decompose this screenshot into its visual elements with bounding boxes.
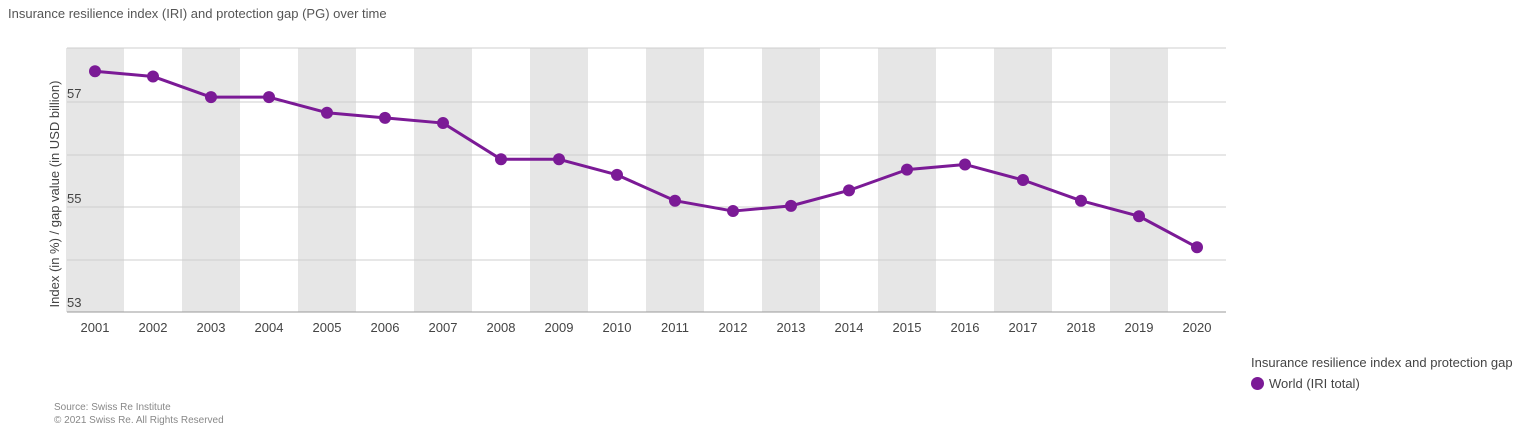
data-point[interactable] — [263, 91, 275, 104]
x-tick-label: 2007 — [429, 320, 458, 335]
data-point[interactable] — [205, 91, 217, 104]
data-point[interactable] — [553, 153, 565, 166]
x-tick-label: 2018 — [1067, 320, 1096, 335]
data-point[interactable] — [495, 153, 507, 166]
alternating-year-bands — [66, 48, 1168, 312]
x-tick-label: 2012 — [719, 320, 748, 335]
data-point[interactable] — [785, 199, 797, 212]
x-tick-label: 2015 — [893, 320, 922, 335]
data-point[interactable] — [843, 184, 855, 197]
x-tick-label: 2017 — [1009, 320, 1038, 335]
year-band — [530, 48, 588, 312]
legend-swatch-icon — [1251, 377, 1264, 390]
x-tick-label: 2004 — [255, 320, 284, 335]
chart-title: Insurance resilience index (IRI) and pro… — [8, 6, 387, 21]
year-band — [298, 48, 356, 312]
legend-item-label: World (IRI total) — [1269, 376, 1360, 391]
x-tick-label: 2011 — [661, 320, 689, 335]
data-point[interactable] — [1191, 241, 1203, 254]
source-line: Source: Swiss Re Institute — [54, 402, 171, 413]
x-tick-label: 2001 — [81, 320, 110, 335]
year-band — [414, 48, 472, 312]
x-tick-label: 2013 — [777, 320, 806, 335]
x-tick-label: 2014 — [835, 320, 864, 335]
y-axis-tick-labels: 53 55 57 — [67, 86, 81, 310]
year-band — [878, 48, 936, 312]
y-tick-label: 53 — [67, 295, 81, 310]
data-point[interactable] — [1133, 210, 1145, 223]
data-point[interactable] — [89, 65, 101, 78]
year-band — [646, 48, 704, 312]
data-point[interactable] — [959, 158, 971, 171]
year-band — [66, 48, 124, 312]
data-point[interactable] — [669, 194, 681, 207]
x-tick-label: 2020 — [1183, 320, 1212, 335]
data-point[interactable] — [611, 168, 623, 181]
legend-item-world-iri[interactable]: World (IRI total) — [1251, 376, 1519, 391]
y-tick-label: 55 — [67, 191, 81, 206]
series-line-world-iri — [94, 69, 1198, 249]
year-band — [762, 48, 820, 312]
year-band — [182, 48, 240, 312]
series-points — [89, 65, 1203, 254]
copyright-line: © 2021 Swiss Re. All Rights Reserved — [54, 415, 224, 426]
x-axis-tick-labels: 2001 2002 2003 2004 2005 2006 2007 2008 2009 2010… — [81, 320, 1212, 335]
legend: Insurance resilience index and protectio… — [1251, 355, 1519, 391]
x-tick-label: 2010 — [603, 320, 632, 335]
legend-title: Insurance resilience index and protectio… — [1251, 355, 1513, 370]
horizontal-gridlines — [67, 47, 1226, 261]
x-tick-label: 2005 — [313, 320, 342, 335]
data-point[interactable] — [321, 106, 333, 119]
data-point[interactable] — [901, 163, 913, 176]
data-point[interactable] — [1017, 174, 1029, 186]
y-axis-title: Index (in %) / gap value (in USD billion… — [47, 81, 62, 308]
x-tick-label: 2009 — [545, 320, 574, 335]
year-band — [1110, 48, 1168, 312]
x-tick-label: 2016 — [951, 320, 980, 335]
data-point[interactable] — [437, 117, 449, 130]
x-tick-label: 2019 — [1125, 320, 1154, 335]
x-tick-label: 2003 — [197, 320, 226, 335]
data-point[interactable] — [727, 205, 739, 218]
y-tick-label: 57 — [67, 86, 81, 101]
source-note: Source: Swiss Re Institute © 2021 Swiss … — [54, 401, 224, 427]
data-point[interactable] — [147, 70, 159, 83]
x-tick-label: 2008 — [487, 320, 516, 335]
x-tick-label: 2006 — [371, 320, 400, 335]
data-point[interactable] — [379, 111, 391, 124]
x-tick-label: 2002 — [139, 320, 168, 335]
data-point[interactable] — [1075, 194, 1087, 207]
